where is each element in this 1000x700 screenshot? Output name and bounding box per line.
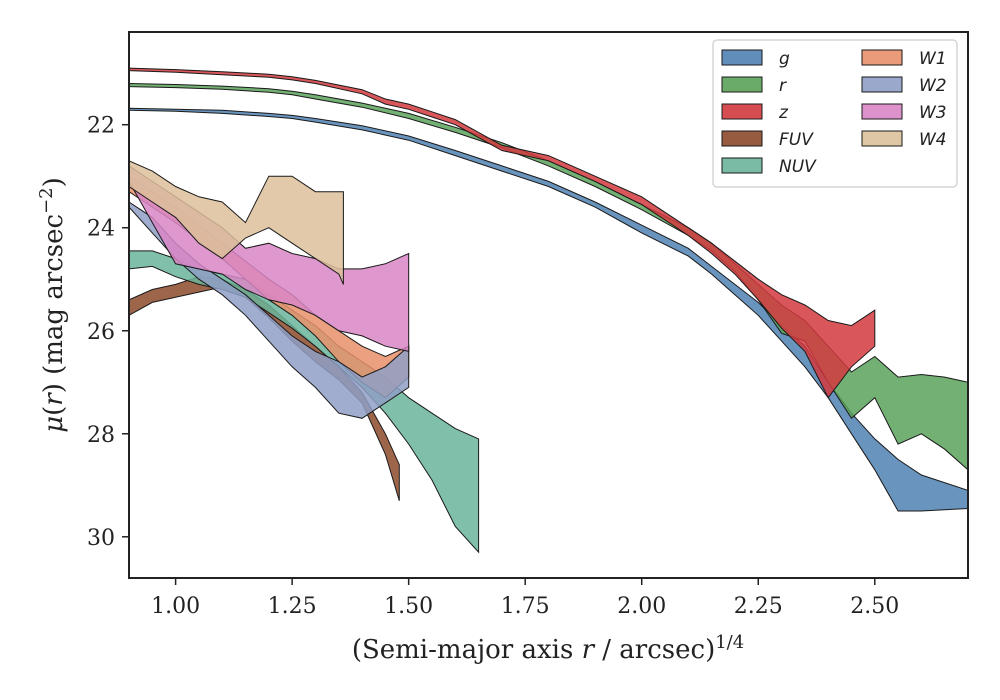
y-axis-label-close: ) xyxy=(39,177,69,187)
y-tick-label: 24 xyxy=(87,217,115,242)
legend-label-w3: W3 xyxy=(919,103,947,123)
legend: grz FUV NUV W1 W2 W3 W4 xyxy=(712,39,958,188)
y-axis-label: μ(r) (mag arcsec−2) xyxy=(36,177,69,433)
x-axis-label-exponent: 1/4 xyxy=(715,632,744,653)
legend-label-w1: W1 xyxy=(919,49,947,69)
legend-label-fuv: FUV xyxy=(779,130,814,150)
y-axis-ticks: 22 24 26 28 30 xyxy=(87,114,129,551)
y-axis-label-var: r xyxy=(39,392,69,406)
x-tick-label: 2.25 xyxy=(734,594,783,619)
legend-swatch-w2 xyxy=(861,76,903,93)
y-axis-label-paren-open: ( xyxy=(39,406,69,416)
x-axis-ticks: 1.00 1.25 1.50 1.75 2.00 2.25 2.50 xyxy=(151,578,899,619)
y-tick-label: 28 xyxy=(87,423,115,448)
x-axis-label-prefix: (Semi-major axis xyxy=(352,635,582,665)
x-tick-label: 1.75 xyxy=(501,594,550,619)
x-tick-label: 2.00 xyxy=(617,594,666,619)
x-axis-label: (Semi-major axis r / arcsec)1/4 xyxy=(352,632,744,665)
x-tick-label: 1.25 xyxy=(268,594,317,619)
legend-label-w2: W2 xyxy=(919,76,947,96)
legend-swatch-r xyxy=(721,76,763,93)
y-axis-label-exponent: −2 xyxy=(36,187,57,214)
band-w2 xyxy=(129,201,410,419)
legend-swatch-w3 xyxy=(861,103,903,120)
legend-label-nuv: NUV xyxy=(779,157,817,177)
legend-label-g: g xyxy=(779,49,790,69)
legend-swatch-z xyxy=(721,103,763,120)
x-tick-label: 1.50 xyxy=(384,594,433,619)
legend-swatch-w1 xyxy=(861,49,903,66)
legend-swatch-w4 xyxy=(861,130,903,147)
legend-swatch-g xyxy=(721,49,763,66)
band-w4 xyxy=(129,160,344,285)
band-z xyxy=(129,67,876,399)
legend-swatch-fuv xyxy=(721,130,763,147)
plot-frame xyxy=(128,31,969,579)
legend-label-w4: W4 xyxy=(919,130,947,150)
legend-swatch-nuv xyxy=(721,157,763,174)
profile-bands xyxy=(129,67,968,554)
y-axis-label-mu: μ xyxy=(39,416,69,433)
x-axis-label-var: r xyxy=(582,635,596,665)
y-tick-label: 22 xyxy=(87,114,115,139)
y-axis-label-units: ) (mag arcsec xyxy=(39,214,69,393)
band-g xyxy=(129,107,968,512)
legend-label-z: z xyxy=(778,103,789,123)
legend-label-r: r xyxy=(779,76,787,96)
y-tick-label: 30 xyxy=(87,526,115,551)
x-tick-label: 2.50 xyxy=(850,594,899,619)
y-tick-label: 26 xyxy=(87,320,115,345)
x-tick-label: 1.00 xyxy=(151,594,200,619)
x-axis-label-suffix: / arcsec) xyxy=(594,635,715,665)
